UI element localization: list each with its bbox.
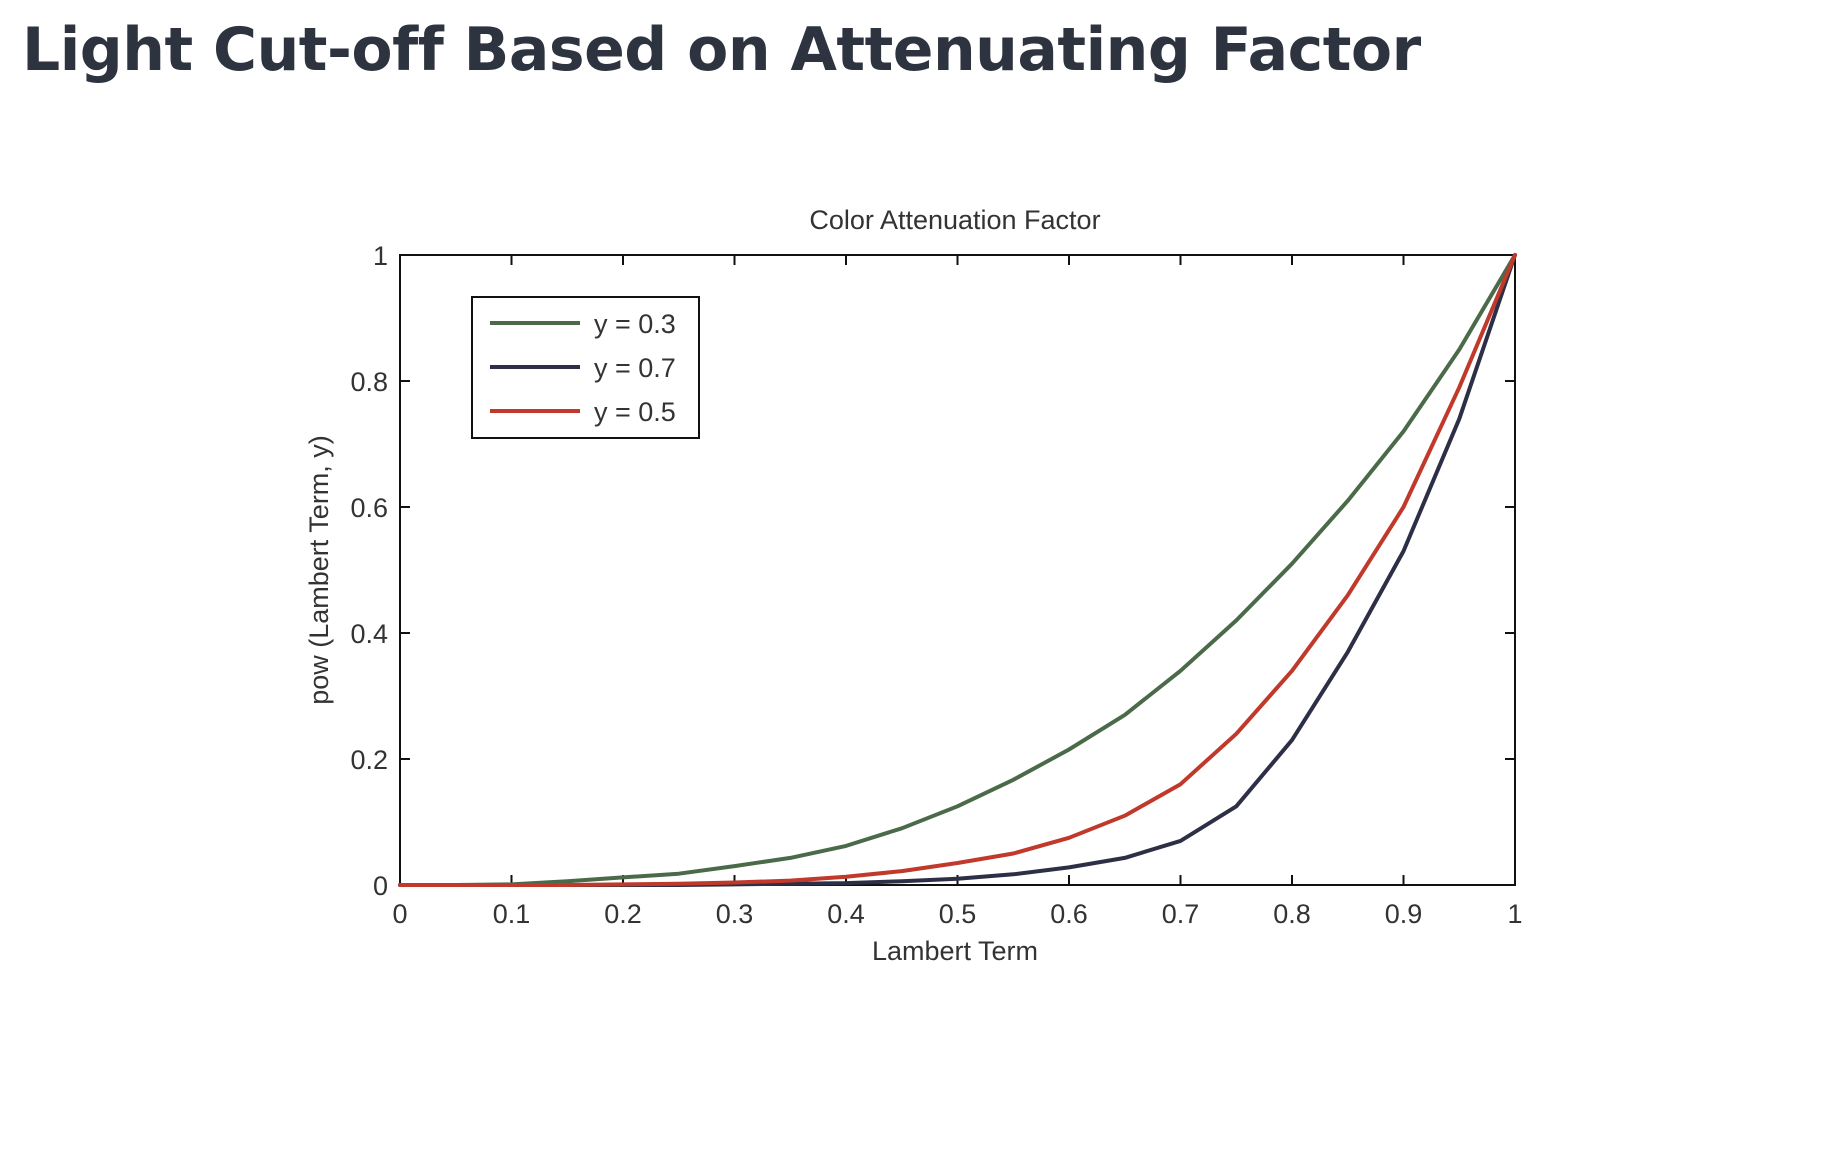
legend-label-1: y = 0.3	[594, 309, 676, 339]
x-tick-label: 0.7	[1162, 899, 1200, 929]
series-line-1	[398, 253, 1517, 887]
legend: y = 0.3 y = 0.7 y = 0.5	[471, 296, 700, 439]
series-lines	[398, 253, 1517, 887]
x-axis-label: Lambert Term	[872, 936, 1038, 966]
series-line-3	[398, 253, 1517, 887]
x-tick-label: 0.2	[604, 899, 642, 929]
x-tick-label: 0.9	[1385, 899, 1423, 929]
x-tick-label: 0.1	[493, 899, 531, 929]
x-tick-label: 0.5	[939, 899, 977, 929]
x-tick-label: 1	[1507, 899, 1522, 929]
y-tick-label: 0	[373, 871, 388, 901]
y-tick-label: 0.2	[350, 745, 388, 775]
y-tick-label: 0.6	[350, 493, 388, 523]
legend-entries: y = 0.3 y = 0.7 y = 0.5	[490, 309, 676, 427]
x-tick-label: 0.3	[716, 899, 754, 929]
chart-title: Color Attenuation Factor	[809, 205, 1100, 235]
x-tick-label: 0	[392, 899, 407, 929]
page-title: Light Cut-off Based on Attenuating Facto…	[22, 15, 1421, 85]
y-tick-label: 0.8	[350, 367, 388, 397]
x-tick-labels: 0 0.1 0.2 0.3 0.4 0.5 0.6 0.7 0.8 0.9 1	[392, 899, 1522, 929]
legend-label-3: y = 0.5	[594, 397, 676, 427]
y-tick-label: 0.4	[350, 619, 388, 649]
legend-label-2: y = 0.7	[594, 353, 676, 383]
y-axis-label: pow (Lambert Term, y)	[304, 435, 334, 705]
x-tick-label: 0.6	[1050, 899, 1088, 929]
y-tick-labels: 0 0.2 0.4 0.6 0.8 1	[350, 241, 388, 901]
y-tick-label: 1	[373, 241, 388, 271]
x-tick-label: 0.8	[1273, 899, 1311, 929]
x-tick-label: 0.4	[827, 899, 865, 929]
